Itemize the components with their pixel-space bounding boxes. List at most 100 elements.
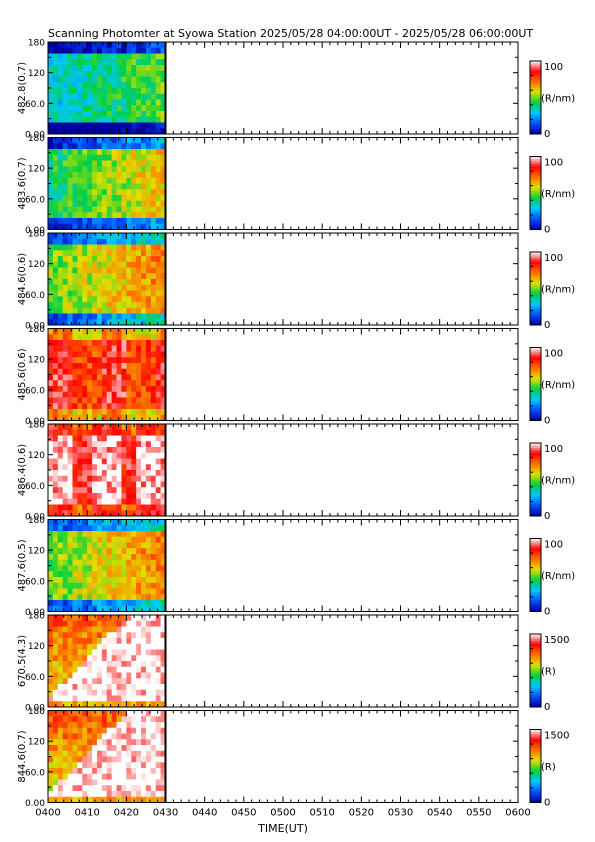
heatmap-cell	[96, 661, 103, 668]
heatmap-cell	[150, 796, 157, 803]
heatmap-cell	[155, 493, 162, 500]
heatmap-cell	[150, 183, 157, 190]
heatmap-cell	[106, 414, 113, 421]
heatmap-cell	[160, 122, 166, 129]
colorbar-segment	[530, 797, 541, 801]
heatmap-cell	[96, 122, 103, 129]
heatmap-cell	[62, 409, 68, 416]
heatmap-cell	[96, 733, 103, 740]
heatmap-cell	[160, 733, 166, 740]
heatmap-cell	[106, 605, 113, 612]
heatmap-cell	[96, 779, 103, 786]
heatmap-cell	[111, 733, 117, 740]
heatmap-cell	[145, 206, 152, 213]
heatmap-cell	[82, 345, 88, 352]
heatmap-cell	[77, 218, 83, 225]
heatmap-cell	[150, 111, 157, 118]
heatmap-cell	[52, 76, 59, 83]
heatmap-cell	[67, 409, 73, 416]
heatmap-cell	[141, 53, 147, 60]
heatmap-cell	[96, 177, 103, 184]
heatmap-cell	[111, 160, 117, 167]
heatmap-cell	[67, 302, 73, 309]
heatmap-cell	[155, 307, 162, 314]
heatmap-cell	[48, 605, 54, 612]
heatmap-cell	[150, 244, 157, 251]
heatmap-cell	[92, 638, 98, 645]
heatmap-cell	[106, 88, 113, 95]
heatmap-cell	[136, 340, 142, 347]
colorbar-segment	[530, 119, 541, 123]
heatmap-cell	[111, 773, 117, 780]
colorbar-segment	[530, 746, 541, 750]
heatmap-cell	[155, 177, 162, 184]
heatmap-cell	[92, 177, 98, 184]
heatmap-cell	[96, 542, 103, 549]
heatmap-cell	[116, 99, 122, 106]
colorbar-segment	[530, 479, 541, 483]
heatmap-cell	[52, 296, 59, 303]
heatmap-cell	[121, 689, 127, 696]
heatmap-cell	[48, 548, 54, 555]
heatmap-cell	[155, 368, 162, 375]
heatmap-cell	[141, 137, 147, 144]
heatmap-cell	[62, 65, 68, 72]
heatmap-cell	[116, 649, 122, 656]
heatmap-cell	[87, 577, 93, 584]
heatmap-cell	[62, 796, 68, 803]
heatmap-cell	[62, 791, 68, 798]
heatmap-cell	[150, 386, 157, 393]
heatmap-cell	[141, 261, 147, 268]
heatmap-cell	[121, 605, 127, 612]
heatmap-cell	[150, 223, 157, 230]
heatmap-cell	[62, 380, 68, 387]
heatmap-cell	[106, 302, 113, 309]
colorbar-segment	[530, 665, 541, 669]
colorbar-segment	[530, 641, 541, 645]
heatmap-cell	[96, 70, 103, 77]
heatmap-cell	[48, 458, 54, 465]
colorbar-segment	[530, 403, 541, 407]
y-tick-label: 0.00	[25, 226, 45, 236]
heatmap-cell	[57, 600, 64, 607]
heatmap-cell	[52, 143, 59, 150]
heatmap-cell	[116, 548, 122, 555]
heatmap-cell	[131, 779, 137, 786]
heatmap-cell	[48, 284, 54, 291]
colorbar-segment	[530, 579, 541, 583]
heatmap-cell	[67, 493, 73, 500]
heatmap-cell	[126, 328, 132, 335]
heatmap-cell	[52, 643, 59, 650]
heatmap-cell	[150, 626, 157, 633]
heatmap-cell	[77, 722, 83, 729]
heatmap-cell	[72, 447, 78, 454]
heatmap-cell	[111, 722, 117, 729]
heatmap-cell	[126, 424, 132, 431]
heatmap-cell	[111, 154, 117, 161]
colorbar-min-label: 0	[544, 320, 550, 331]
heatmap-cell	[145, 403, 152, 410]
heatmap-cell	[72, 313, 78, 320]
heatmap-cell	[72, 53, 78, 60]
heatmap-cell	[111, 357, 117, 364]
colorbar-segment	[530, 107, 541, 111]
heatmap-cell	[141, 796, 147, 803]
heatmap-cell	[82, 88, 88, 95]
heatmap-cell	[72, 548, 78, 555]
heatmap-cell	[121, 452, 127, 459]
heatmap-cell	[101, 716, 108, 723]
heatmap-cell	[111, 223, 117, 230]
colorbar-segment	[530, 276, 541, 280]
heatmap-cell	[111, 279, 117, 286]
colorbar-segment	[530, 156, 541, 160]
heatmap-cell	[96, 710, 103, 717]
heatmap-cell	[62, 357, 68, 364]
heatmap-cell	[57, 435, 64, 442]
heatmap-cell	[48, 745, 54, 752]
heatmap-cell	[121, 70, 127, 77]
heatmap-cell	[52, 620, 59, 627]
heatmap-cell	[111, 684, 117, 691]
heatmap-cell	[145, 441, 152, 448]
heatmap-cell	[136, 328, 142, 335]
heatmap-cell	[96, 414, 103, 421]
